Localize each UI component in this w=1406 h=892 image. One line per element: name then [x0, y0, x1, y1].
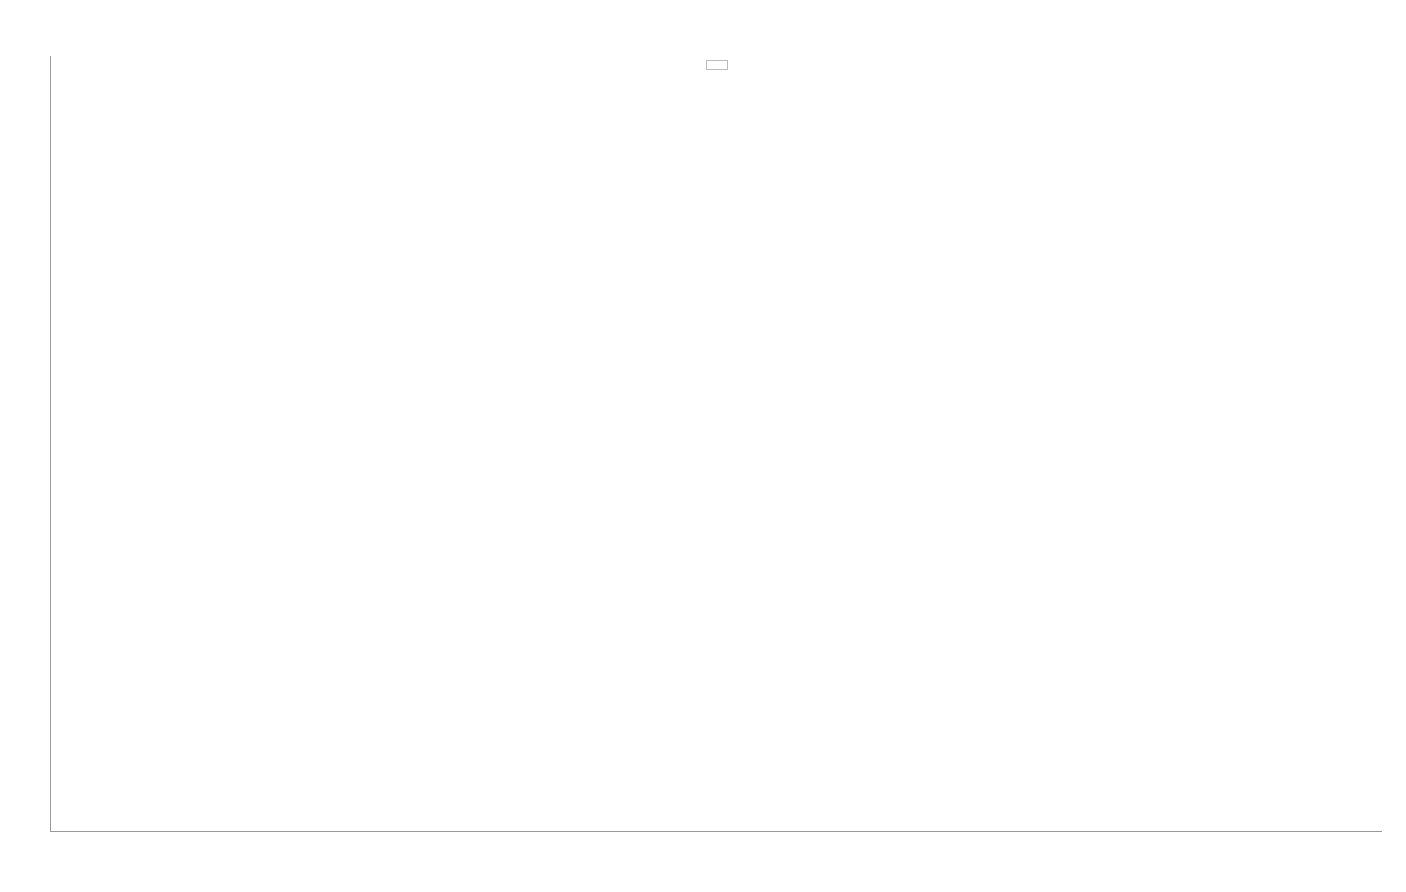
chart-plot-area	[50, 56, 1382, 832]
correlation-legend	[706, 60, 728, 70]
